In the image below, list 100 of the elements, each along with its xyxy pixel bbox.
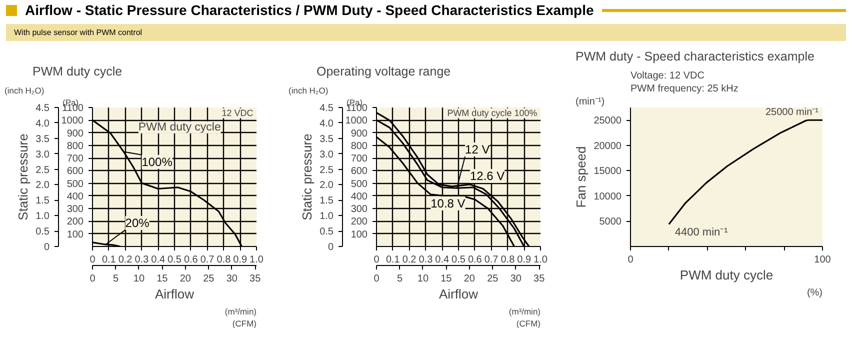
x-tick-label: 0.9 <box>233 254 248 266</box>
y-tick-label: 2.0 <box>320 180 334 192</box>
x-tick-label: 100 <box>814 254 832 266</box>
y-tick-label: 0 <box>44 242 50 253</box>
annotation: 12 VDC <box>222 108 254 118</box>
x-tick-label: 0 <box>374 254 380 266</box>
y-tick-label: 1.5 <box>36 196 50 207</box>
x2-tick-label: 10 <box>417 274 429 284</box>
x2-tick-label: 0 <box>374 274 380 284</box>
x-axis-title: Airflow <box>154 286 195 302</box>
y-axis-title: Static pressure <box>16 134 31 220</box>
text: PWM frequency: 25 kHz <box>630 84 738 94</box>
text: 12 V <box>465 142 490 157</box>
x-tick-label: 1.0 <box>534 254 548 266</box>
x2-tick-label: 35 <box>250 274 262 284</box>
annotation: PWM duty cycle <box>138 121 221 134</box>
y2-tick-label: 200 <box>66 216 84 228</box>
y-tick-label: 25000 <box>594 116 622 127</box>
x2-tick-label: 15 <box>440 274 452 284</box>
y-tick-label: 10000 <box>594 191 622 202</box>
text: (%) <box>806 288 823 298</box>
y2-tick-label: 1000 <box>61 116 84 127</box>
x-tick-label: 0.6 <box>468 254 482 266</box>
y2-tick-label: 400 <box>350 191 368 202</box>
text: (CFM) <box>232 318 257 328</box>
x-tick-label: 0.1 <box>102 254 116 266</box>
text: Voltage: 12 VDC <box>630 70 704 82</box>
x2-tick-label: 10 <box>133 274 145 284</box>
chart-title: Operating voltage range <box>316 64 451 78</box>
x2-tick-label: 20 <box>464 274 476 284</box>
x2-tick-label: 5 <box>112 274 119 284</box>
x-tick-label: 0.8 <box>216 254 232 266</box>
y-tick-label: 3.5 <box>36 134 50 145</box>
y-tick-label: 2.5 <box>36 164 50 176</box>
y2-tick-label: 700 <box>66 154 84 165</box>
y-tick-label: 3.5 <box>320 134 334 145</box>
x-tick-label: 0.5 <box>168 254 182 266</box>
x-tick-label: 0.4 <box>151 254 166 266</box>
x2-tick-label: 0 <box>90 274 96 284</box>
y-tick-label: 4.5 <box>320 103 334 114</box>
y2-tick-label: 900 <box>350 128 368 140</box>
y2-tick-label: 900 <box>66 128 84 140</box>
y2-tick-label: 400 <box>66 191 84 202</box>
y-tick-label: 3.0 <box>36 149 50 160</box>
y-tick-label: 0.5 <box>36 226 50 238</box>
y-tick-label: 3.0 <box>320 149 334 160</box>
text: (m³/min) <box>508 306 541 316</box>
x-tick-label: 0.4 <box>435 254 450 266</box>
y-tick-label: 1.0 <box>36 211 50 222</box>
x-tick-label: 0 <box>628 254 634 266</box>
text: (inch H₂O) <box>4 86 44 96</box>
annotation: 4400 min⁻¹ <box>674 226 728 238</box>
x-tick-label: 0.1 <box>386 254 400 266</box>
x2-tick-label: 25 <box>203 274 215 284</box>
annotation: 25000 min⁻¹ <box>765 107 820 118</box>
y-tick-label: 1.5 <box>320 196 334 207</box>
x2-tick-label: 20 <box>180 274 192 284</box>
x2-tick-label: 30 <box>510 274 522 284</box>
x-tick-label: 0.7 <box>484 254 499 266</box>
text: (min⁻¹) <box>576 96 605 108</box>
series-label: 20% <box>125 216 150 230</box>
x2-tick-label: 30 <box>226 274 238 284</box>
series-label: 10.8 V <box>430 196 466 210</box>
text: (CFM) <box>516 318 541 328</box>
y2-tick-label: 100 <box>350 229 368 240</box>
x2-tick-label: 25 <box>487 274 499 284</box>
y-tick-label: 20000 <box>594 140 622 152</box>
chart-title: PWM duty cycle <box>32 64 122 78</box>
x-tick-label: 0.8 <box>500 254 516 266</box>
x-tick-label: 0 <box>90 254 96 266</box>
y-tick-label: 1.0 <box>320 211 334 222</box>
y-tick-label: 4.0 <box>36 118 50 130</box>
x-axis-title: Airflow <box>438 286 479 302</box>
x-tick-label: 0.5 <box>452 254 466 266</box>
x-tick-label: 0.6 <box>184 254 198 266</box>
x2-tick-label: 35 <box>534 274 546 284</box>
text: (inch H₂O) <box>288 86 328 96</box>
y-tick-label: 2.5 <box>320 164 334 176</box>
y-tick-label: 2.0 <box>36 180 50 192</box>
y2-tick-label: 700 <box>350 154 368 165</box>
text: With pulse sensor with PWM control <box>6 24 846 42</box>
y-tick-label: 0 <box>328 242 334 253</box>
y2-tick-label: 600 <box>350 166 368 178</box>
x2-tick-label: 15 <box>156 274 168 284</box>
series-label: 12.6 V <box>470 168 505 183</box>
y2-tick-label: 1000 <box>345 116 368 127</box>
y2-tick-label: 500 <box>350 178 368 190</box>
y-tick-label: 4.5 <box>36 103 50 114</box>
x-tick-label: 0.2 <box>402 254 417 266</box>
y-tick-label: 4.0 <box>320 118 334 130</box>
annotation: PWM duty cycle 100% <box>447 108 538 118</box>
y2-tick-label: 300 <box>350 204 368 216</box>
x-tick-label: 0.3 <box>134 254 150 266</box>
x-tick-label: 0.7 <box>200 254 215 266</box>
y2-tick-label: 300 <box>66 204 84 216</box>
y-tick-label: 0.5 <box>320 226 334 238</box>
text: (m³/min) <box>224 306 257 316</box>
x-tick-label: 0.3 <box>418 254 434 266</box>
y2-tick-label: 200 <box>350 216 368 228</box>
y2-tick-label: 100 <box>66 229 84 240</box>
